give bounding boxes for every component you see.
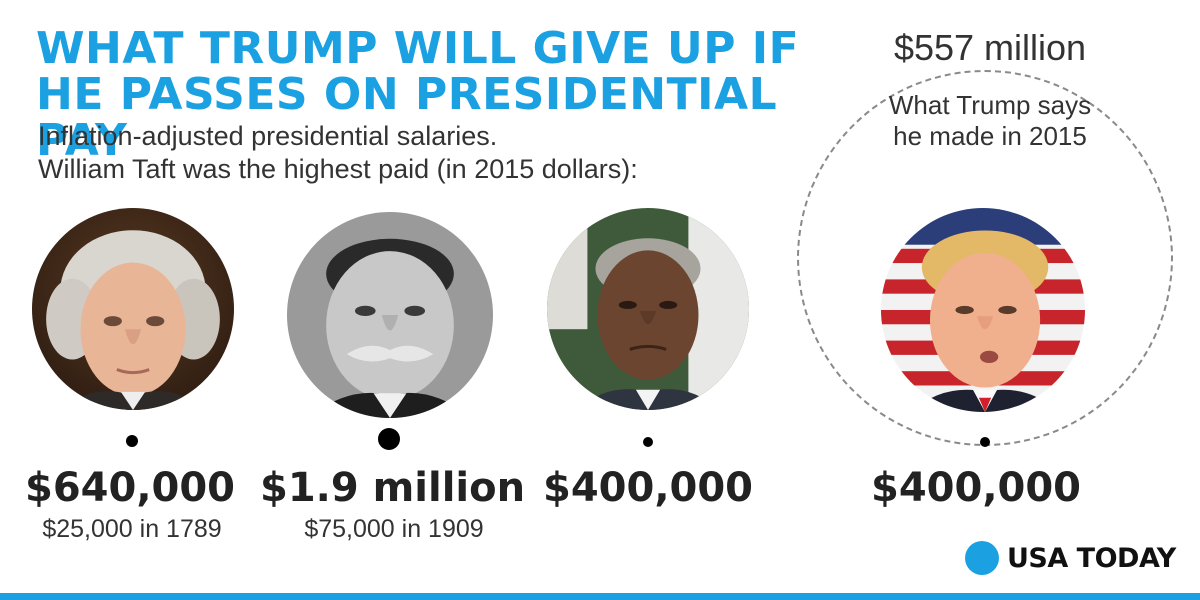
blue-dot-logo-icon (965, 541, 999, 575)
portrait-taft-image (287, 212, 493, 418)
salary-marker-obama (643, 437, 653, 447)
bottom-accent-bar (0, 593, 1200, 600)
portrait-taft (287, 212, 493, 418)
salary-marker-washington (126, 435, 138, 447)
headline-line-1: WHAT TRUMP WILL GIVE UP IF (36, 23, 800, 74)
nominal-salary-washington: $25,000 in 1789 (42, 515, 222, 543)
salary-obama: $400,000 (542, 465, 754, 511)
trump-earnings-note-line-1: What Trump says (888, 90, 1092, 120)
usa-today-logo: USA TODAY (965, 540, 1176, 576)
salary-marker-taft (378, 428, 400, 450)
portrait-obama-image (547, 208, 749, 410)
trump-earnings-amount: $557 million (893, 27, 1087, 68)
salary-washington: $640,000 (24, 465, 236, 511)
salary-trump: $400,000 (870, 465, 1082, 511)
portrait-washington (32, 208, 234, 410)
salary-marker-trump (980, 437, 990, 447)
salary-taft: $1.9 million (260, 465, 526, 511)
subtitle-line-2: William Taft was the highest paid (in 20… (38, 154, 638, 184)
headline: WHAT TRUMP WILL GIVE UP IF HE PASSES ON … (36, 26, 816, 164)
trump-earnings-note: What Trump says he made in 2015 (840, 90, 1140, 152)
portrait-washington-image (32, 208, 234, 410)
usa-today-wordmark: USA TODAY (1007, 542, 1176, 574)
headline-line-2: HE PASSES ON PRESIDENTIAL PAY (36, 69, 778, 166)
portrait-obama (547, 208, 749, 410)
trump-earnings-note-line-2: he made in 2015 (893, 121, 1087, 151)
nominal-salary-taft: $75,000 in 1909 (304, 515, 484, 543)
subtitle: Inflation-adjusted presidential salaries… (38, 120, 758, 186)
subtitle-line-1: Inflation-adjusted presidential salaries… (38, 121, 498, 151)
